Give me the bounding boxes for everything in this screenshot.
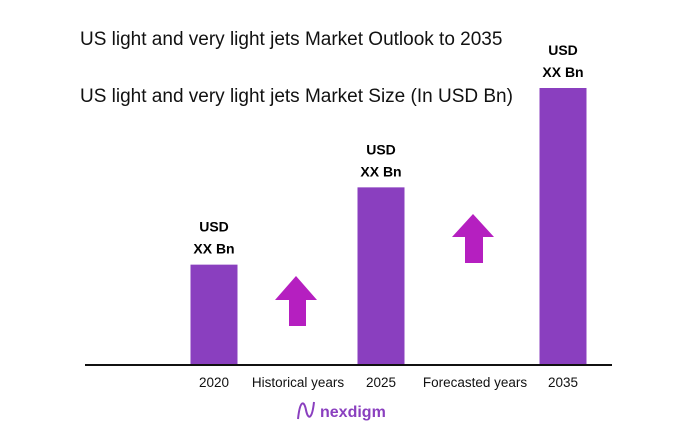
growth-arrow-historical <box>275 276 317 326</box>
growth-arrow-forecast <box>452 214 494 263</box>
data-label-2035: USD <box>548 42 578 58</box>
bar-2035 <box>539 88 587 364</box>
annotation-historical: Historical years <box>252 375 345 390</box>
bar-2025 <box>357 187 405 364</box>
data-label-2020: USD <box>199 219 229 235</box>
data-label-2025: XX Bn <box>360 163 401 179</box>
x-tick-2020: 2020 <box>199 375 229 390</box>
data-label-2035: XX Bn <box>542 64 583 80</box>
annotation-forecast: Forecasted years <box>423 375 528 390</box>
x-tick-2035: 2035 <box>548 375 578 390</box>
logo-icon <box>297 401 315 420</box>
logo-text: nexdigm <box>320 404 386 421</box>
data-label-2025: USD <box>366 141 396 157</box>
chart-title: US light and very light jets Market Outl… <box>80 29 503 50</box>
nexdigm-logo: nexdigm <box>297 401 386 421</box>
bar-2020 <box>190 264 238 364</box>
x-tick-2025: 2025 <box>366 375 396 390</box>
data-label-2020: XX Bn <box>193 241 234 257</box>
chart-subtitle: US light and very light jets Market Size… <box>80 86 513 107</box>
